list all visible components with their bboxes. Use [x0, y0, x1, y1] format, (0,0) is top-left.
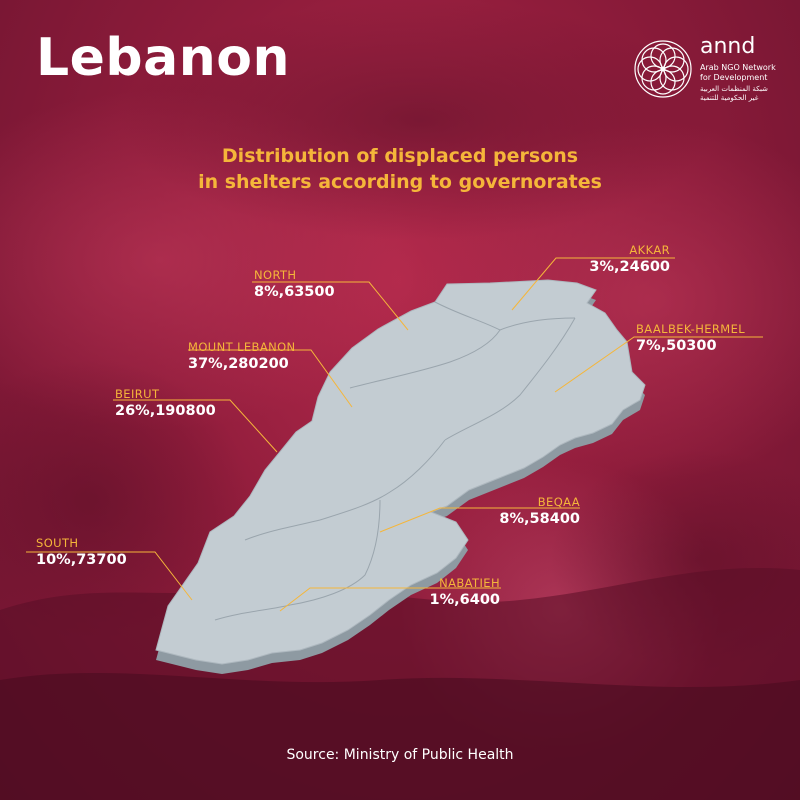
label-baalbek-hermel-name: BAALBEK-HERMEL	[636, 322, 746, 336]
leader-line-south	[26, 551, 193, 601]
label-beqaa-value: 8%,58400	[499, 511, 580, 527]
label-south-value: 10%,73700	[36, 552, 127, 568]
label-beirut-value: 26%,190800	[115, 403, 216, 419]
leader-line-beqaa	[379, 507, 580, 533]
label-beqaa: BEQAA 8%,58400	[499, 495, 580, 529]
logo-name: annd	[700, 34, 756, 59]
label-beqaa-name: BEQAA	[537, 495, 580, 509]
logo-subtitle-line2: for Development	[700, 73, 768, 82]
label-beirut-name: BEIRUT	[115, 387, 160, 401]
label-mount-lebanon-name: MOUNT LEBANON	[188, 340, 296, 354]
leader-line-baalbek	[554, 336, 763, 393]
label-nabatieh-value: 1%,6400	[429, 592, 500, 608]
subtitle-line2: in shelters according to governorates	[198, 171, 602, 193]
label-north-name: NORTH	[254, 268, 297, 282]
logo-arabic: شبكة المنظمات العربية غير الحكومية للتنم…	[700, 85, 792, 103]
logo-arabic-line1: شبكة المنظمات العربية	[700, 85, 768, 93]
logo-arabic-line2: غير الحكومية للتنمية	[700, 94, 759, 102]
page-title: Lebanon	[36, 28, 290, 88]
label-nabatieh: NABATIEH 1%,6400	[430, 576, 500, 610]
leader-line-mount-lebanon	[188, 349, 353, 408]
label-akkar-value: 3%,24600	[589, 259, 670, 275]
leader-line-north	[252, 281, 409, 331]
label-akkar-name: AKKAR	[629, 243, 670, 257]
source-note: Source: Ministry of Public Health	[286, 747, 514, 763]
label-baalbek-hermel-value: 7%,50300	[636, 338, 717, 354]
label-nabatieh-name: NABATIEH	[439, 576, 500, 590]
leader-line-beirut	[113, 399, 278, 453]
logo-subtitle-line1: Arab NGO Network	[700, 63, 776, 72]
label-baalbek-hermel: BAALBEK-HERMEL 7%,50300	[636, 322, 745, 356]
map-land	[155, 279, 646, 665]
subtitle-line1: Distribution of displaced persons	[221, 145, 579, 167]
leader-line-nabatieh	[279, 587, 501, 612]
label-south-name: SOUTH	[36, 536, 79, 550]
governorate-borders	[214, 301, 576, 621]
logo-subtitle: Arab NGO Network for Development	[700, 63, 792, 83]
label-north-value: 8%,63500	[254, 284, 335, 300]
label-mount-lebanon-value: 37%,280200	[188, 356, 289, 372]
label-akkar: AKKAR 3%,24600	[589, 243, 670, 277]
leader-line-akkar	[511, 257, 675, 311]
chart-subtitle: Distribution of displaced persons in she…	[0, 143, 800, 195]
label-north: NORTH 8%,63500	[254, 268, 335, 302]
flower-ring-logo-icon	[634, 40, 692, 98]
annd-logo: annd Arab NGO Network for Development شب…	[632, 34, 792, 103]
label-south: SOUTH 10%,73700	[36, 536, 127, 570]
label-beirut: BEIRUT 26%,190800	[115, 387, 216, 421]
leader-lines	[26, 257, 763, 612]
label-mount-lebanon: MOUNT LEBANON 37%,280200	[188, 340, 296, 374]
